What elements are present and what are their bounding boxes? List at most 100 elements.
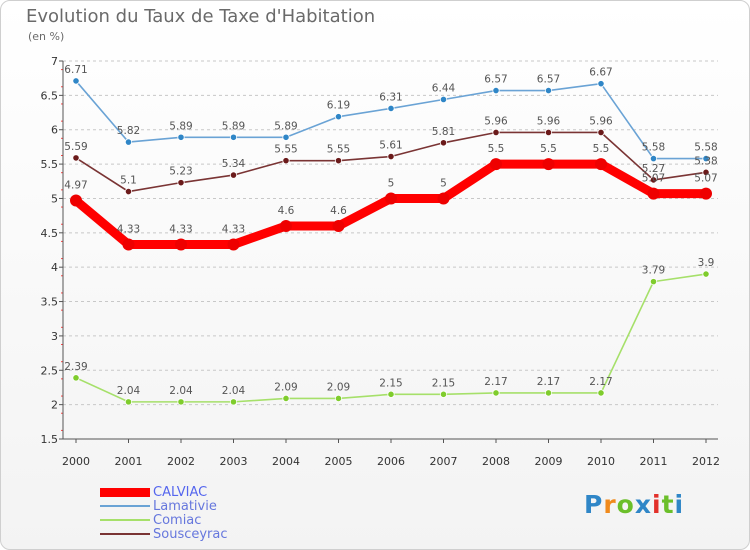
data-point <box>439 95 448 104</box>
data-label: 3.79 <box>642 265 665 277</box>
data-point <box>177 179 185 187</box>
x-tick-label: 2002 <box>167 455 195 468</box>
data-label: 6.44 <box>432 82 456 94</box>
legend-item: Lamativie <box>100 498 228 514</box>
data-point <box>282 133 290 141</box>
data-label: 6.19 <box>327 100 350 112</box>
data-point <box>544 389 553 397</box>
data-point <box>229 398 238 406</box>
data-point <box>282 394 290 403</box>
y-tick-label: 3 <box>51 330 58 343</box>
data-point <box>124 138 133 146</box>
x-tick-label: 2007 <box>430 455 458 468</box>
data-label: 4.97 <box>64 180 87 192</box>
data-point <box>387 152 395 161</box>
data-point <box>649 154 658 163</box>
data-point <box>229 171 238 179</box>
data-point <box>122 238 135 251</box>
y-tick-label: 5.5 <box>41 158 59 171</box>
data-point <box>439 390 448 398</box>
data-point <box>597 80 605 88</box>
legend-item: Comiac <box>100 513 228 528</box>
x-tick-label: 2005 <box>325 455 353 468</box>
data-point <box>70 194 82 207</box>
data-point <box>280 219 292 232</box>
legend-swatch <box>100 487 150 497</box>
data-label: 5.23 <box>169 166 192 178</box>
y-tick-label: 3.5 <box>41 296 59 309</box>
data-point <box>544 128 553 137</box>
data-label: 5.81 <box>432 126 455 138</box>
legend-label: Lamativie <box>153 498 217 514</box>
data-label: 4.33 <box>222 224 245 236</box>
legend-label: Sousceyrac <box>153 526 228 542</box>
data-point <box>124 398 133 406</box>
data-label: 6.67 <box>589 67 612 79</box>
data-point <box>334 113 343 121</box>
y-tick-label: 4 <box>51 261 58 274</box>
y-tick-label: 6 <box>51 124 58 137</box>
data-point <box>72 154 80 162</box>
data-point <box>595 158 607 171</box>
data-point <box>334 157 343 165</box>
data-label: 6.31 <box>379 91 402 103</box>
data-label: 2.04 <box>222 385 246 397</box>
data-point <box>490 158 502 171</box>
data-label: 2.17 <box>484 376 507 388</box>
data-label: 5.5 <box>593 143 610 155</box>
data-point <box>177 133 185 141</box>
data-point <box>647 187 660 200</box>
data-label: 5.58 <box>694 142 717 154</box>
legend-swatch <box>100 519 150 521</box>
data-point <box>702 270 710 278</box>
legend-label: CALVIAC <box>153 484 208 500</box>
data-label: 5.58 <box>642 142 665 154</box>
data-label: 4.33 <box>117 224 140 236</box>
x-tick-label: 2012 <box>692 455 720 468</box>
data-point <box>175 238 187 251</box>
data-label: 5.5 <box>540 143 557 155</box>
y-tick-label: 7 <box>51 55 58 68</box>
x-tick-label: 2009 <box>535 455 563 468</box>
data-label: 5.55 <box>327 144 350 156</box>
data-labels: 2.39 2.04 2.04 2.04 2.09 2.09 2.15 2.15 2.17 2.17… <box>64 64 717 397</box>
data-point <box>492 389 500 397</box>
data-label: 2.15 <box>379 377 402 389</box>
data-label: 5.61 <box>379 140 402 152</box>
data-label: 5 <box>388 177 395 189</box>
data-point <box>702 154 710 163</box>
data-label: 5.89 <box>169 120 192 132</box>
data-label: 4.6 <box>330 205 347 217</box>
data-point <box>702 168 710 176</box>
data-point <box>492 128 500 137</box>
y-tick-label: 2 <box>51 399 58 412</box>
data-label: 3.9 <box>698 257 715 269</box>
data-label: 5.89 <box>274 120 297 132</box>
data-point <box>544 86 553 95</box>
data-point <box>229 133 238 141</box>
data-point <box>700 187 712 200</box>
data-label: 5.96 <box>589 115 613 127</box>
data-label: 2.09 <box>274 381 297 393</box>
y-tick-label: 2.5 <box>41 364 59 377</box>
data-point <box>492 86 500 95</box>
data-label: 4.33 <box>169 224 192 236</box>
data-label: 5 <box>440 177 447 189</box>
legend-swatch <box>100 533 150 535</box>
proxiti-logo: Proxiti <box>584 490 685 519</box>
data-label: 2.17 <box>537 376 560 388</box>
x-tick-label: 2011 <box>640 455 668 468</box>
data-point <box>387 390 395 398</box>
series <box>70 77 712 406</box>
data-label: 2.04 <box>169 385 193 397</box>
data-point <box>282 157 290 165</box>
data-label: 5.96 <box>484 115 508 127</box>
data-point <box>177 398 185 406</box>
data-point <box>649 278 658 286</box>
data-point <box>227 238 240 251</box>
data-label: 5.07 <box>694 173 717 185</box>
data-point <box>649 176 658 184</box>
data-label: 5.96 <box>537 115 561 127</box>
